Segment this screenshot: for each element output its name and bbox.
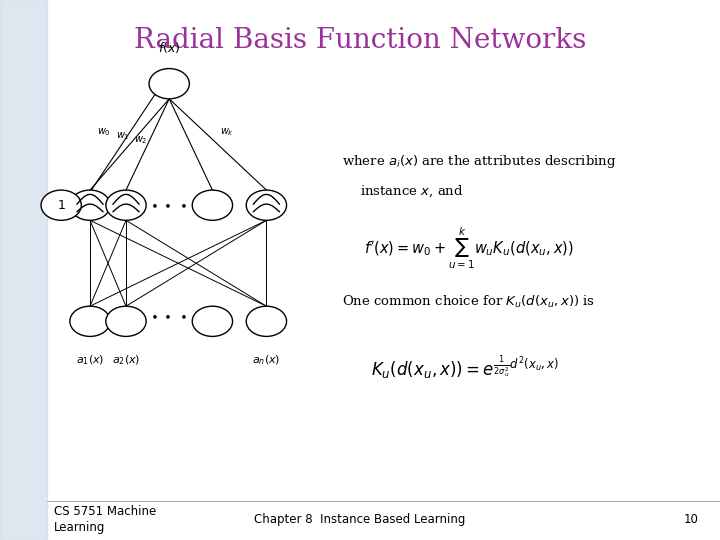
Text: $f(x)$: $f(x)$ bbox=[158, 40, 181, 55]
Bar bbox=[7, 0, 36, 540]
Text: $f'(x) = w_0 + \sum_{u=1}^{k} w_u K_u(d(x_u, x))$: $f'(x) = w_0 + \sum_{u=1}^{k} w_u K_u(d(… bbox=[364, 226, 574, 271]
Text: $w_k$: $w_k$ bbox=[220, 126, 234, 138]
Bar bbox=[0, 0, 47, 540]
Circle shape bbox=[192, 306, 233, 336]
Text: $K_u(d(x_u,x)) = e^{\frac{1}{2\sigma_u^2}d^2(x_u,x)}$: $K_u(d(x_u,x)) = e^{\frac{1}{2\sigma_u^2… bbox=[371, 354, 559, 381]
Text: $\bullet\;\bullet\;\bullet$: $\bullet\;\bullet\;\bullet$ bbox=[150, 199, 188, 212]
Text: instance $x$, and: instance $x$, and bbox=[360, 184, 464, 199]
Circle shape bbox=[246, 190, 287, 220]
Circle shape bbox=[149, 69, 189, 99]
Text: $w_2$: $w_2$ bbox=[134, 134, 147, 146]
Text: 1: 1 bbox=[58, 199, 65, 212]
Circle shape bbox=[246, 306, 287, 336]
Text: where $a_i(x)$ are the attributes describing: where $a_i(x)$ are the attributes descri… bbox=[342, 153, 616, 171]
Text: 10: 10 bbox=[684, 513, 698, 526]
Text: $w_0$: $w_0$ bbox=[97, 126, 112, 138]
Circle shape bbox=[70, 190, 110, 220]
Circle shape bbox=[106, 190, 146, 220]
Text: $\bullet\;\bullet\;\bullet$: $\bullet\;\bullet\;\bullet$ bbox=[150, 309, 188, 322]
Text: $a_1(x)$: $a_1(x)$ bbox=[76, 354, 104, 367]
Text: $w_1$: $w_1$ bbox=[116, 130, 129, 142]
Text: $a_n(x)$: $a_n(x)$ bbox=[252, 354, 281, 367]
Text: One common choice for $K_u(d(x_u,x))$ is: One common choice for $K_u(d(x_u,x))$ is bbox=[342, 294, 595, 310]
Circle shape bbox=[192, 190, 233, 220]
Text: $a_2(x)$: $a_2(x)$ bbox=[112, 354, 140, 367]
Circle shape bbox=[70, 306, 110, 336]
Text: CS 5751 Machine
Learning: CS 5751 Machine Learning bbox=[54, 505, 156, 534]
Circle shape bbox=[106, 306, 146, 336]
Circle shape bbox=[41, 190, 81, 220]
Text: Radial Basis Function Networks: Radial Basis Function Networks bbox=[134, 27, 586, 54]
Text: Chapter 8  Instance Based Learning: Chapter 8 Instance Based Learning bbox=[254, 513, 466, 526]
